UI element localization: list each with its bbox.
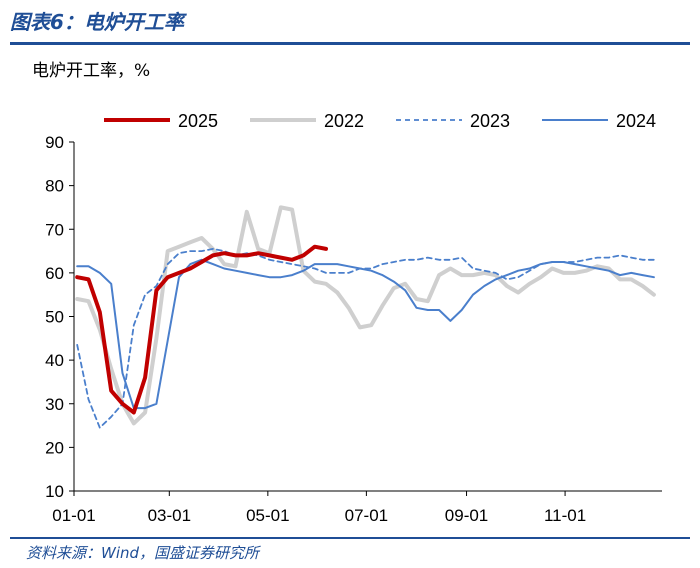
title-rule — [10, 42, 690, 45]
source-note: 资料来源：Wind，国盛证券研究所 — [26, 544, 260, 562]
series-line-2022 — [75, 205, 656, 426]
y-tick-label: 30 — [45, 395, 64, 414]
y-tick-label: 10 — [45, 482, 64, 501]
x-tick-label: 09-01 — [445, 506, 488, 525]
y-tick-label: 50 — [45, 308, 64, 327]
legend-label-2023: 2023 — [470, 111, 510, 131]
line-chart: 10 20 30 40 50 60 70 80 90 01-01 03-01 05-01 07-01 09… — [32, 61, 662, 525]
legend: 2025 2022 2023 2024 — [104, 111, 656, 131]
y-axis-unit-label: 电炉开工率，% — [32, 61, 150, 81]
y-tick-label: 90 — [45, 133, 64, 152]
axes — [69, 141, 662, 496]
y-tick-label: 20 — [45, 438, 64, 457]
series-line-2025 — [75, 244, 328, 415]
source-rule — [10, 537, 690, 539]
legend-label-2025: 2025 — [178, 111, 218, 131]
x-tick-label: 11-01 — [544, 506, 586, 525]
series-line-2024 — [76, 258, 655, 410]
x-tick-label: 05-01 — [246, 506, 289, 525]
figure-title: 图表6：电炉开工率 — [10, 10, 184, 34]
x-tick-label: 01-01 — [52, 506, 95, 525]
y-tick-label: 40 — [45, 351, 64, 370]
x-tick-label: 03-01 — [148, 506, 191, 525]
y-tick-label: 80 — [45, 177, 64, 196]
legend-label-2022: 2022 — [324, 111, 364, 131]
series-line-2023 — [76, 247, 655, 429]
legend-label-2024: 2024 — [616, 111, 656, 131]
series-lines — [75, 205, 656, 429]
y-tick-label: 70 — [45, 220, 64, 239]
tick-labels: 10 20 30 40 50 60 70 80 90 01-01 03-01 05-01 07-01 09… — [45, 133, 586, 525]
y-tick-label: 60 — [45, 264, 64, 283]
x-tick-label: 07-01 — [345, 506, 388, 525]
